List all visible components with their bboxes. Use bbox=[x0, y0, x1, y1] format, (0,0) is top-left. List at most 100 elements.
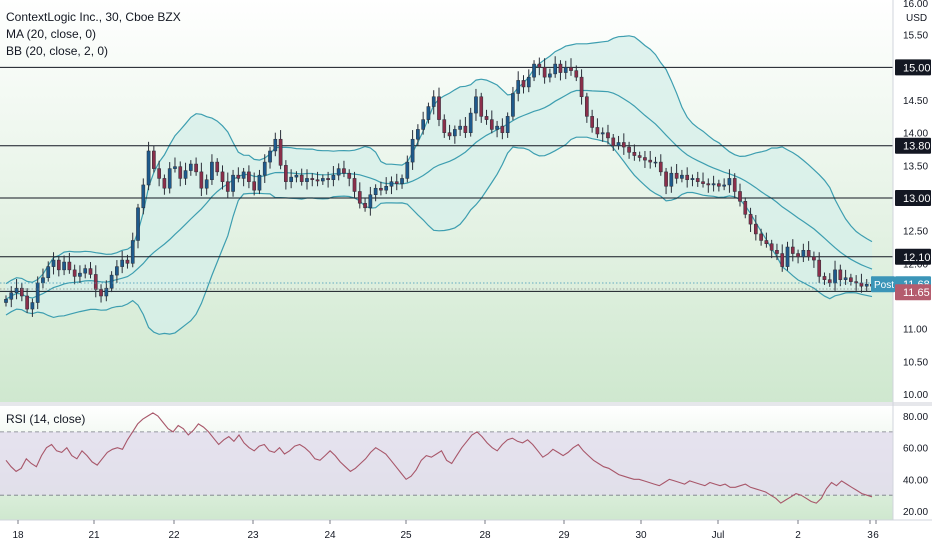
level-badge bbox=[895, 59, 931, 76]
price-tick-label: 12.50 bbox=[903, 227, 928, 238]
price-tick-label: 15.50 bbox=[903, 31, 928, 42]
price-tick-label: 12.00 bbox=[903, 259, 928, 270]
candle-body bbox=[579, 76, 584, 97]
time-tick-label: 23 bbox=[247, 530, 259, 541]
candle-body bbox=[141, 184, 146, 209]
rsi-indicator bbox=[0, 412, 893, 504]
candle-body bbox=[569, 67, 573, 71]
candle-body bbox=[717, 183, 721, 187]
candle-body bbox=[516, 80, 521, 94]
rsi-tick-label: 60.00 bbox=[903, 444, 928, 455]
candle-body bbox=[416, 129, 420, 140]
level-badge-label: 12.10 bbox=[903, 252, 931, 264]
candle-body bbox=[320, 178, 325, 182]
rsi-tick-label: 20.00 bbox=[903, 507, 928, 518]
level-badge-label: 15.00 bbox=[903, 62, 931, 74]
candle-body bbox=[357, 191, 362, 204]
candle-body bbox=[146, 150, 151, 186]
rsi-tick-label: 80.00 bbox=[903, 412, 928, 423]
candle-body bbox=[368, 194, 373, 209]
candle-body bbox=[817, 259, 822, 277]
candle-body bbox=[658, 161, 663, 173]
time-tick-label: 21 bbox=[88, 530, 100, 541]
candle-body bbox=[14, 287, 19, 293]
candle-body bbox=[653, 161, 658, 164]
candle-body bbox=[72, 269, 77, 277]
candle-body bbox=[30, 302, 35, 310]
candle-body bbox=[748, 214, 753, 225]
candle-body bbox=[574, 70, 579, 78]
legend-ma[interactable]: MA (20, close, 0) bbox=[6, 27, 97, 41]
candle-body bbox=[231, 174, 235, 192]
candle-body bbox=[727, 178, 732, 186]
candle-body bbox=[611, 137, 616, 146]
candle-body bbox=[394, 181, 399, 184]
candle-body bbox=[252, 181, 257, 191]
candle-body bbox=[616, 142, 621, 146]
candle-body bbox=[262, 161, 267, 176]
legend-rsi[interactable]: RSI (14, close) bbox=[6, 412, 86, 426]
price-tick-label: 14.50 bbox=[903, 96, 928, 107]
candle-body bbox=[363, 202, 367, 209]
candle-body bbox=[627, 146, 631, 153]
candle-body bbox=[299, 174, 304, 182]
candle-body bbox=[680, 174, 684, 179]
candle-body bbox=[247, 171, 251, 182]
candle-body bbox=[838, 269, 843, 280]
time-axis-ticks: 18 21 22 23 24 25 28 29 30 Jul 2 3 6 bbox=[12, 520, 879, 541]
post-badge-label: Post bbox=[874, 280, 894, 291]
time-axis[interactable] bbox=[0, 520, 932, 550]
candle-body bbox=[843, 277, 848, 280]
candle-body bbox=[310, 178, 315, 180]
candle-body bbox=[833, 269, 837, 284]
post-badge bbox=[871, 276, 895, 293]
candle-body bbox=[4, 299, 8, 303]
candle-body bbox=[431, 96, 436, 107]
candle-body bbox=[447, 132, 452, 137]
candle-body bbox=[125, 259, 130, 264]
candle-body bbox=[220, 171, 225, 182]
candle-body bbox=[342, 168, 346, 174]
candle-body bbox=[474, 96, 478, 114]
candle-body bbox=[136, 207, 140, 241]
time-tick-label: 22 bbox=[168, 530, 180, 541]
candle-body bbox=[268, 150, 272, 163]
candle-body bbox=[796, 253, 800, 258]
candle-body bbox=[468, 112, 473, 133]
candle-body bbox=[801, 250, 806, 258]
candle-body bbox=[305, 178, 309, 182]
candle-body bbox=[56, 259, 61, 271]
time-tick-label: 25 bbox=[400, 530, 412, 541]
candle-body bbox=[548, 73, 552, 78]
bb-fill bbox=[6, 35, 872, 335]
candle-body bbox=[442, 119, 447, 133]
candle-body bbox=[194, 163, 198, 173]
price-tick-label: 10.50 bbox=[903, 357, 928, 368]
pane-separator[interactable] bbox=[0, 402, 932, 406]
legend-bb[interactable]: BB (20, close, 2, 0) bbox=[6, 44, 109, 58]
price-tick-label: 11.00 bbox=[903, 325, 928, 336]
legend-symbol[interactable]: ContextLogic Inc., 30, Cboe BZX bbox=[6, 10, 181, 24]
candle-body bbox=[500, 125, 505, 133]
candle-body bbox=[188, 163, 193, 171]
candles bbox=[4, 56, 874, 317]
candle-body bbox=[62, 261, 66, 271]
candle-body bbox=[706, 183, 711, 186]
candle-body bbox=[25, 295, 29, 310]
price-tick-label: 16.00 bbox=[903, 0, 928, 10]
candle-body bbox=[109, 274, 114, 289]
candle-body bbox=[336, 168, 341, 176]
time-tick-label: 29 bbox=[558, 530, 570, 541]
time-tick-label: Jul bbox=[712, 530, 725, 541]
candle-body bbox=[558, 63, 563, 73]
candle-body bbox=[643, 157, 647, 161]
candle-body bbox=[595, 127, 600, 135]
candle-body bbox=[437, 96, 441, 120]
candle-body bbox=[849, 277, 853, 282]
candle-body bbox=[738, 191, 742, 202]
rsi-band bbox=[0, 431, 893, 496]
candle-body bbox=[711, 183, 716, 186]
candle-body bbox=[130, 240, 135, 264]
candle-body bbox=[764, 240, 769, 244]
